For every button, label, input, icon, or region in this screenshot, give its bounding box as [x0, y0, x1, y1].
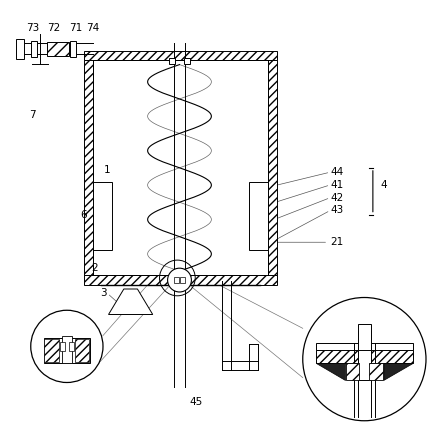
Bar	[47, 42, 69, 56]
Bar	[84, 60, 93, 275]
Text: 42: 42	[330, 193, 343, 203]
Bar	[84, 275, 277, 285]
Text: 2: 2	[91, 263, 98, 273]
Bar	[31, 41, 37, 57]
Bar	[16, 39, 24, 59]
Text: 72: 72	[48, 23, 61, 33]
Bar	[60, 342, 65, 351]
Bar	[357, 324, 371, 350]
Polygon shape	[108, 289, 153, 314]
Circle shape	[31, 310, 103, 382]
Bar	[75, 339, 89, 362]
Bar	[93, 182, 112, 250]
Bar	[316, 343, 413, 350]
Bar	[44, 338, 90, 363]
Text: 74: 74	[86, 23, 99, 33]
Bar	[68, 342, 74, 351]
Bar	[316, 350, 413, 363]
Bar	[169, 58, 175, 64]
Text: 41: 41	[330, 180, 343, 190]
Circle shape	[167, 268, 191, 292]
Text: 43: 43	[330, 205, 343, 215]
Bar	[180, 277, 185, 283]
Bar	[84, 51, 277, 60]
Bar	[93, 60, 268, 275]
Text: 6: 6	[80, 210, 87, 220]
Bar	[174, 277, 178, 283]
Bar	[44, 339, 59, 362]
Bar	[184, 58, 190, 64]
Bar	[357, 331, 371, 380]
Text: 3: 3	[100, 288, 106, 298]
Bar	[268, 60, 277, 275]
Bar	[249, 182, 268, 250]
Bar	[346, 363, 359, 380]
Polygon shape	[384, 363, 413, 380]
Text: 45: 45	[190, 397, 203, 407]
Bar	[62, 336, 72, 363]
Bar	[70, 41, 76, 57]
Bar	[369, 363, 383, 380]
Text: 1: 1	[104, 165, 111, 175]
Text: 73: 73	[26, 23, 40, 33]
Polygon shape	[316, 363, 345, 380]
Text: 44: 44	[330, 167, 343, 177]
Text: 21: 21	[330, 237, 343, 247]
Text: 7: 7	[30, 110, 36, 120]
Circle shape	[303, 298, 426, 421]
Text: 71: 71	[69, 23, 82, 33]
Text: 4: 4	[380, 180, 387, 190]
